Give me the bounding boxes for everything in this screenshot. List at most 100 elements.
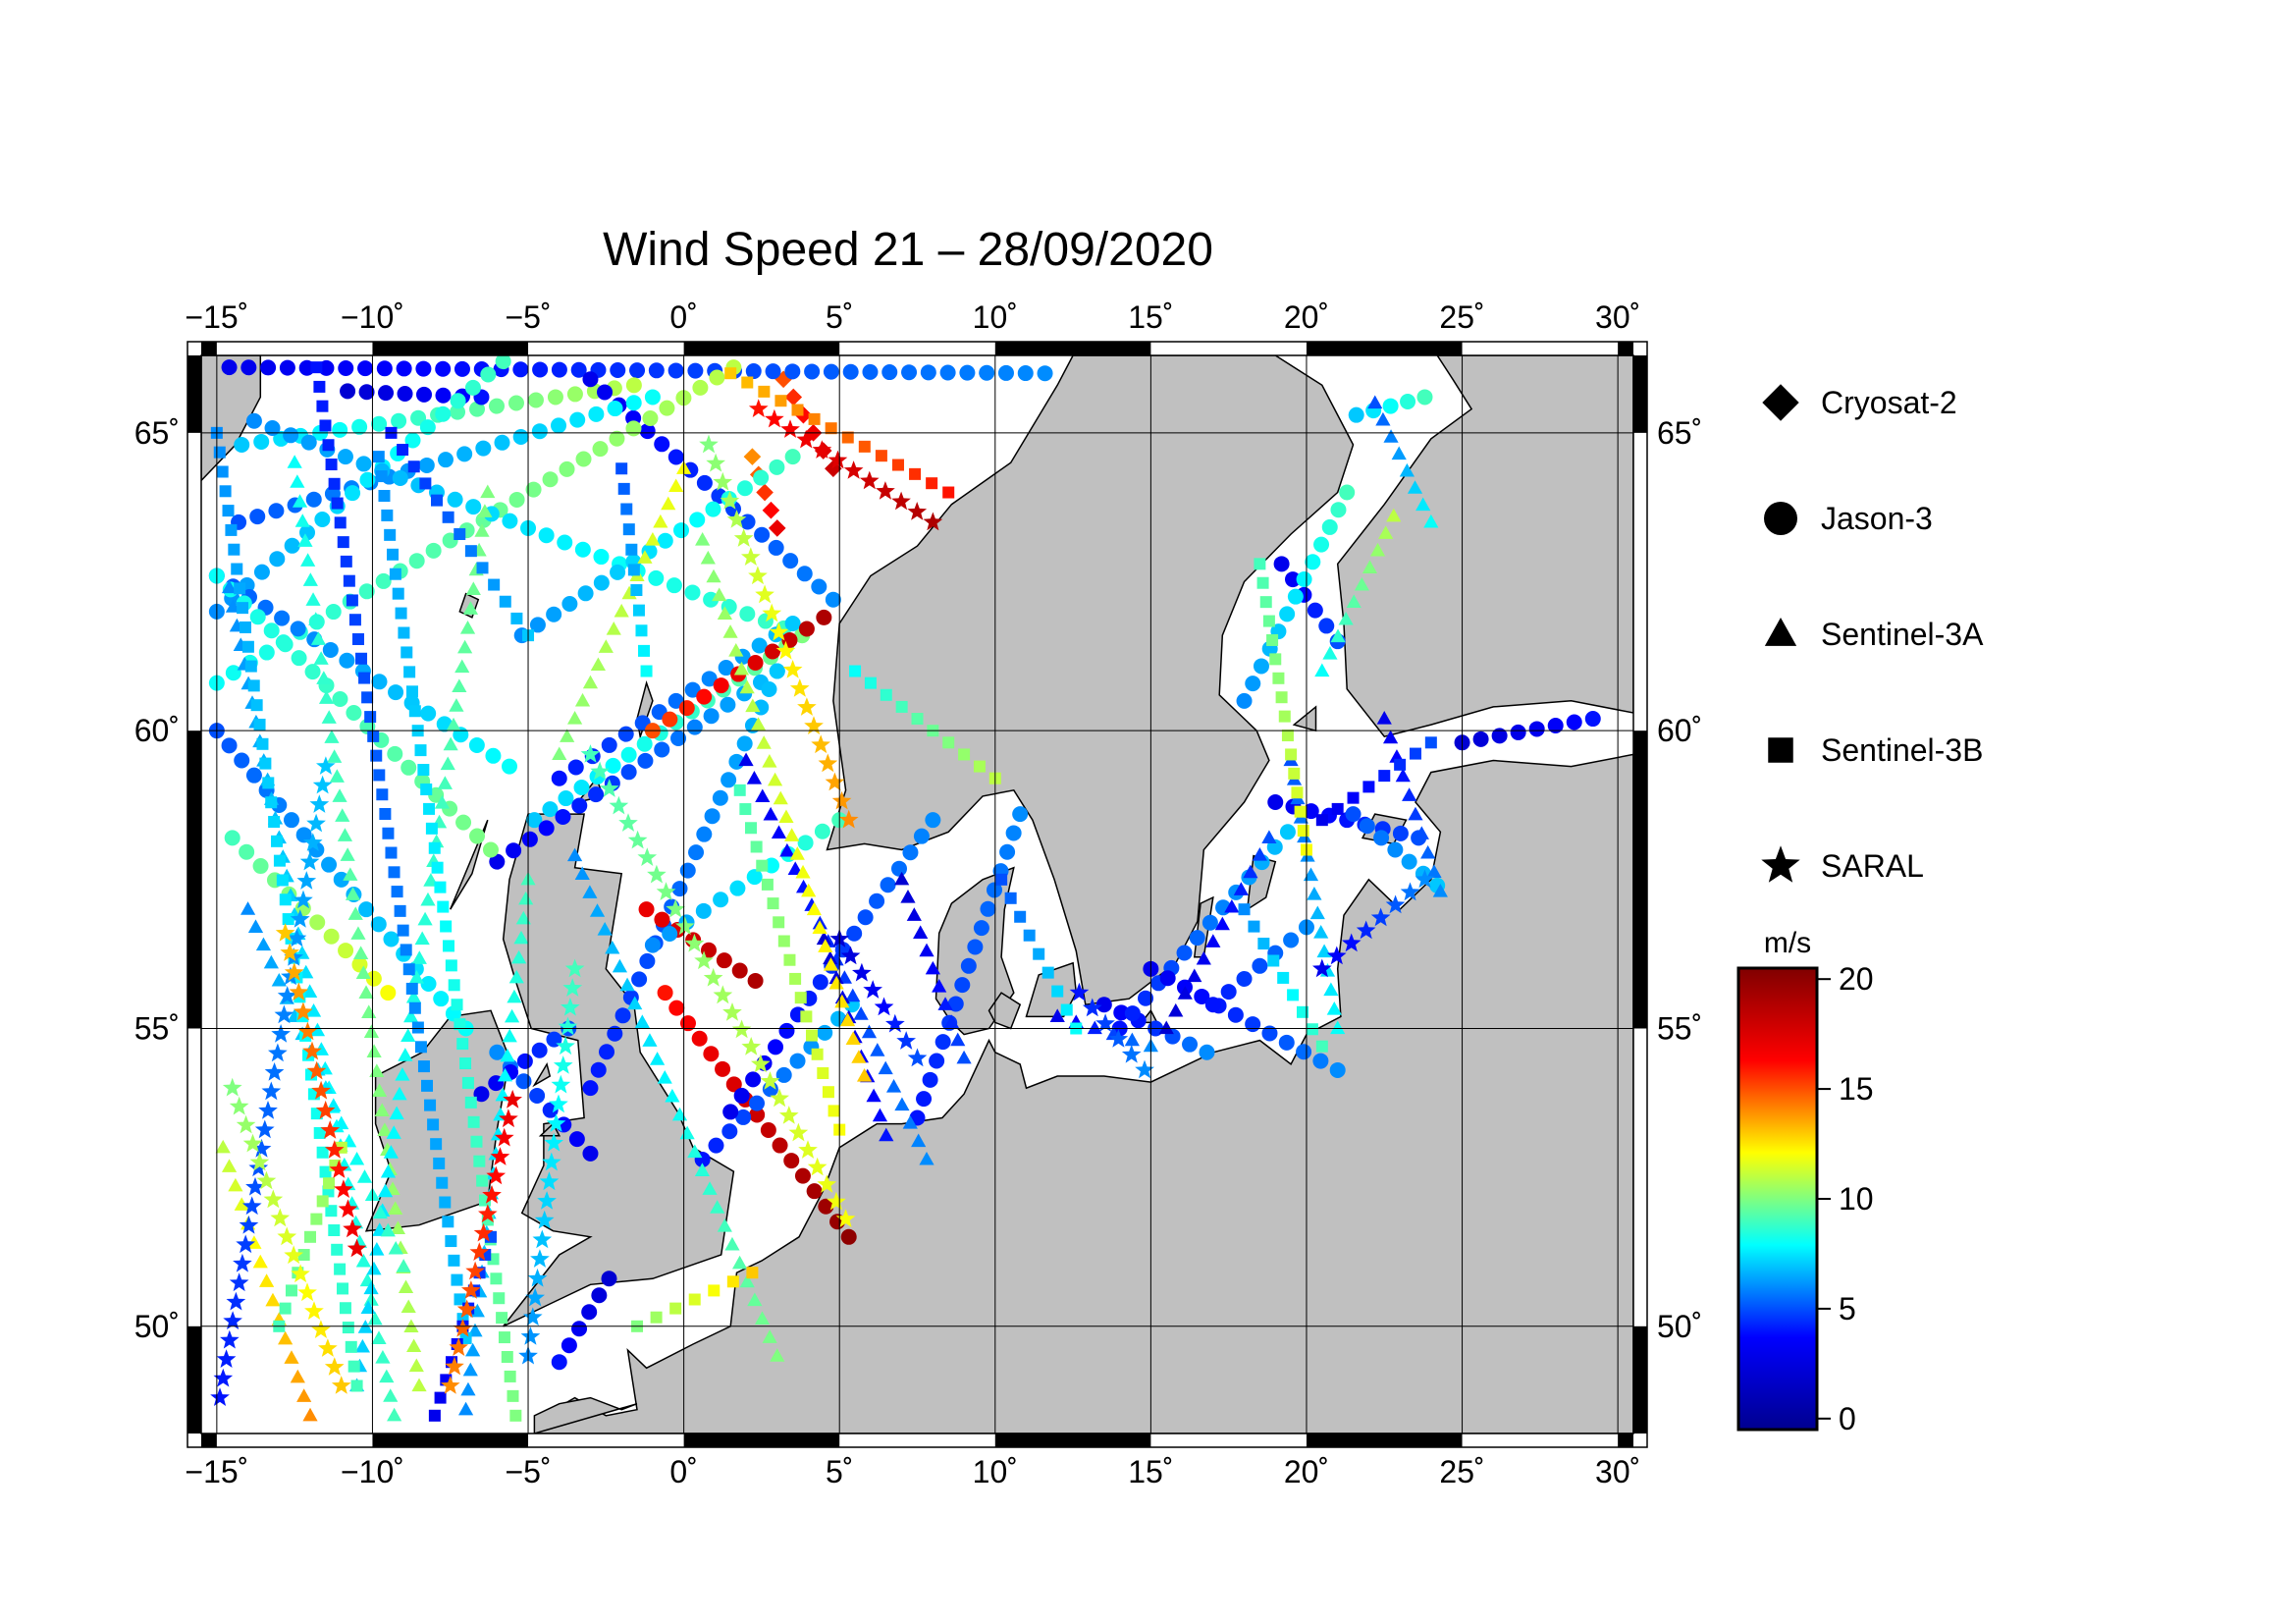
data-point xyxy=(796,429,816,449)
data-point xyxy=(304,664,321,680)
data-point xyxy=(234,436,250,453)
data-point xyxy=(721,772,737,788)
data-point xyxy=(270,1208,291,1227)
data-point xyxy=(642,409,659,426)
data-point xyxy=(420,783,433,795)
frame-segment-top xyxy=(201,342,217,355)
triangle-symbol-icon xyxy=(1764,618,1797,646)
data-point xyxy=(221,579,238,594)
data-point xyxy=(1281,730,1294,742)
data-point xyxy=(222,505,235,517)
data-point xyxy=(424,1099,437,1111)
data-point xyxy=(1362,560,1378,573)
data-point xyxy=(469,401,486,417)
data-point xyxy=(783,1153,800,1169)
data-point xyxy=(1386,508,1402,522)
data-point xyxy=(1362,781,1375,793)
data-point xyxy=(791,404,804,416)
data-point xyxy=(421,1079,434,1092)
data-point xyxy=(493,1292,506,1305)
data-point xyxy=(639,423,656,440)
data-point xyxy=(806,901,822,916)
frame-segment-bottom xyxy=(683,1434,840,1447)
data-point xyxy=(261,1081,282,1101)
data-point xyxy=(1204,997,1221,1013)
data-point xyxy=(455,814,472,831)
data-point xyxy=(1414,826,1429,839)
data-point xyxy=(400,1299,416,1314)
data-point xyxy=(461,1076,474,1089)
data-point xyxy=(279,1302,292,1315)
data-point xyxy=(538,820,555,837)
data-point xyxy=(454,1018,466,1031)
data-point xyxy=(796,566,813,582)
data-point xyxy=(371,1330,387,1344)
data-point xyxy=(283,812,299,829)
data-point xyxy=(647,864,667,884)
data-point xyxy=(760,1121,776,1138)
data-point xyxy=(1392,825,1409,841)
data-point xyxy=(827,1191,846,1211)
lon-tick-label: 10˚ xyxy=(973,299,1018,335)
data-point xyxy=(1400,882,1420,901)
data-point xyxy=(555,808,571,825)
data-point xyxy=(1060,1003,1073,1016)
frame-segment-left xyxy=(187,730,201,1029)
data-point xyxy=(765,363,781,380)
data-point xyxy=(625,395,642,411)
data-point xyxy=(679,862,696,879)
data-point xyxy=(497,1067,513,1082)
data-point xyxy=(923,512,943,531)
data-point xyxy=(956,1050,972,1064)
data-point xyxy=(297,1249,310,1262)
data-point xyxy=(747,1292,763,1307)
data-point xyxy=(297,1021,318,1041)
data-point xyxy=(531,423,548,440)
data-point xyxy=(582,675,599,689)
data-point xyxy=(756,859,769,872)
data-point xyxy=(256,1170,277,1190)
data-point xyxy=(692,379,709,396)
data-point xyxy=(358,583,375,600)
frame-segment-top xyxy=(994,342,1151,355)
data-point xyxy=(746,1267,759,1279)
data-point xyxy=(748,399,769,417)
data-point xyxy=(1108,1029,1129,1048)
data-point xyxy=(427,1118,440,1131)
data-point xyxy=(440,920,453,933)
data-point xyxy=(280,943,299,961)
data-point xyxy=(811,1048,824,1060)
data-point xyxy=(648,569,665,586)
data-point xyxy=(591,1287,608,1304)
data-point xyxy=(605,757,621,774)
data-point xyxy=(306,1060,327,1080)
data-point xyxy=(639,952,656,969)
data-point xyxy=(322,641,339,658)
data-point xyxy=(249,609,266,625)
data-point xyxy=(1378,525,1394,539)
data-point xyxy=(995,873,1008,886)
data-point xyxy=(593,574,610,591)
series-saral xyxy=(210,399,1435,1406)
data-point xyxy=(1375,411,1391,426)
data-point xyxy=(1315,1040,1328,1053)
data-point xyxy=(657,1070,672,1084)
data-point xyxy=(709,369,725,386)
lat-tick-label: 50˚ xyxy=(134,1309,180,1344)
data-point xyxy=(383,1145,399,1159)
data-point xyxy=(372,1205,388,1219)
data-point xyxy=(1347,791,1360,804)
data-point xyxy=(320,1120,341,1139)
data-point xyxy=(744,822,757,835)
data-point xyxy=(610,564,626,580)
data-point xyxy=(1243,864,1258,879)
data-point xyxy=(856,1068,873,1082)
data-point xyxy=(314,511,331,527)
data-point xyxy=(901,364,918,381)
data-point xyxy=(369,1241,385,1256)
data-point xyxy=(669,1302,682,1315)
data-point xyxy=(823,957,839,971)
data-point xyxy=(339,1302,351,1315)
data-point xyxy=(388,684,404,701)
data-point xyxy=(1323,982,1339,997)
